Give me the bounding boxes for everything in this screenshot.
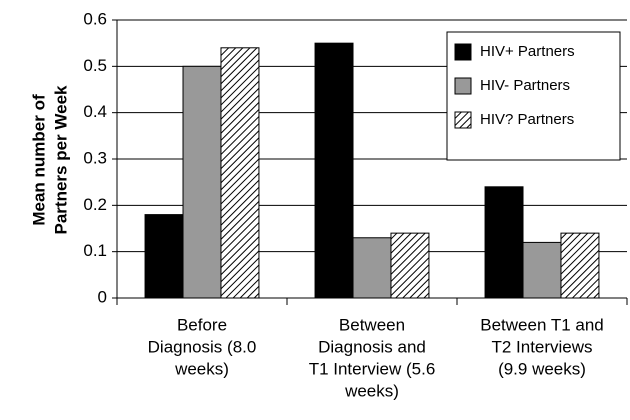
x-tick-label: weeks) bbox=[344, 381, 399, 400]
bar bbox=[352, 237, 392, 299]
x-tick-label: Before bbox=[177, 315, 227, 334]
y-tick-label: 0 bbox=[98, 287, 107, 306]
y-axis-label: Mean number of bbox=[29, 94, 48, 226]
bar bbox=[314, 42, 354, 299]
legend-box bbox=[446, 31, 621, 161]
legend-swatch bbox=[454, 77, 472, 95]
y-tick-label: 0.3 bbox=[83, 148, 107, 167]
legend-label: HIV+ Partners bbox=[480, 43, 575, 60]
y-axis-label: Partners per Week bbox=[51, 85, 70, 235]
x-tick-label: Diagnosis and bbox=[318, 337, 426, 356]
x-tick-label: (9.9 weeks) bbox=[498, 359, 586, 378]
y-tick-label: 0.4 bbox=[83, 102, 107, 121]
x-tick-label: Between bbox=[339, 315, 405, 334]
bar bbox=[560, 232, 600, 299]
bar bbox=[484, 186, 524, 299]
bar bbox=[144, 214, 184, 299]
x-tick-label: T2 Interviews bbox=[491, 337, 592, 356]
y-tick-label: 0.2 bbox=[83, 195, 107, 214]
y-tick-label: 0.6 bbox=[83, 9, 107, 28]
bar bbox=[522, 241, 562, 299]
x-tick-label: weeks) bbox=[174, 359, 229, 378]
legend-label: HIV? Partners bbox=[480, 111, 574, 128]
legend-label: HIV- Partners bbox=[480, 77, 570, 94]
legend-swatch bbox=[454, 111, 472, 129]
bar bbox=[220, 47, 260, 299]
y-tick-label: 0.1 bbox=[83, 241, 107, 260]
y-tick-label: 0.5 bbox=[83, 56, 107, 75]
x-tick-label: Diagnosis (8.0 bbox=[148, 337, 257, 356]
legend-swatch bbox=[454, 43, 472, 61]
bar bbox=[182, 65, 222, 299]
x-tick-label: T1 Interview (5.6 bbox=[309, 359, 436, 378]
x-tick-label: Between T1 and bbox=[480, 315, 604, 334]
bar bbox=[390, 232, 430, 299]
